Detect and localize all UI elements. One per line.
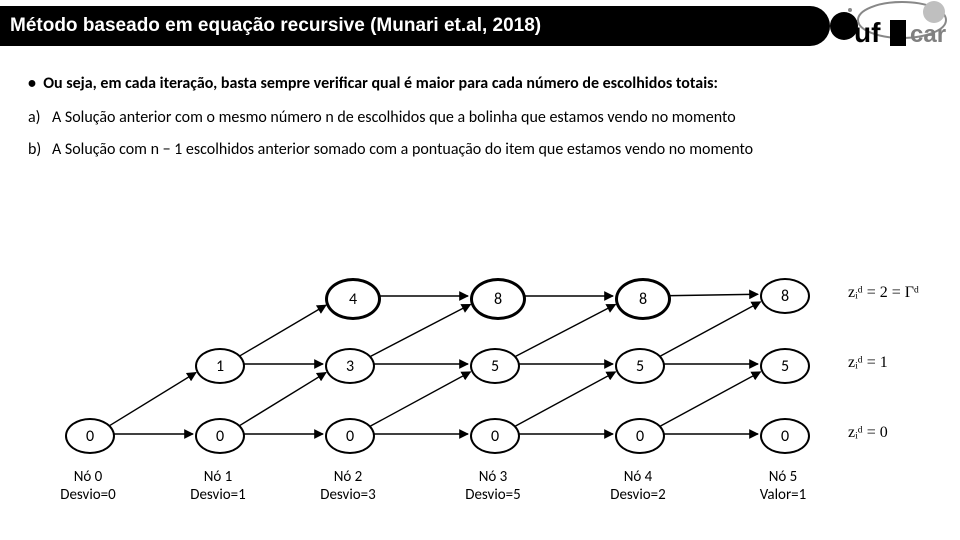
edge-3 (238, 373, 326, 427)
body-text: • Ou seja, em cada iteração, basta sempr… (0, 60, 960, 162)
edge-1 (108, 373, 196, 427)
node-r1-c4: 5 (615, 348, 665, 384)
node-r1-c5: 5 (760, 348, 810, 384)
ufscar-logo: uf car (832, 0, 952, 60)
node-r0-c2: 4 (325, 278, 381, 320)
col-label-3: Nó 3Desvio=5 (453, 468, 533, 504)
option-b: b)A Solução com n − 1 escolhidos anterio… (28, 138, 930, 162)
slide-title: Método baseado em equação recursive (Mun… (0, 6, 830, 46)
option-b-label: b) (28, 138, 52, 162)
row-label-2: zᵢᵈ = 0 (848, 424, 888, 442)
option-a: a)A Solução anterior com o mesmo número … (28, 106, 930, 130)
option-a-label: a) (28, 106, 52, 130)
node-r2-c3: 0 (470, 418, 520, 454)
node-r2-c4: 0 (615, 418, 665, 454)
row-label-0: zᵢᵈ = 2 = Γᵈ (848, 284, 919, 302)
row-label-1: zᵢᵈ = 1 (848, 354, 888, 372)
node-r0-c3: 8 (470, 278, 526, 320)
slide-header: Método baseado em equação recursive (Mun… (0, 0, 960, 60)
edge-19 (659, 302, 761, 357)
svg-text:uf: uf (854, 17, 881, 48)
svg-text:car: car (910, 21, 946, 48)
col-label-1: Nó 1Desvio=1 (178, 468, 258, 504)
col-label-4: Nó 4Desvio=2 (598, 468, 678, 504)
edge-5 (238, 305, 326, 357)
col-label-2: Nó 2Desvio=3 (308, 468, 388, 504)
option-a-text: A Solução anterior com o mesmo número n … (52, 108, 736, 127)
edge-9 (369, 304, 471, 357)
edge-7 (369, 372, 471, 427)
node-r2-c2: 0 (325, 418, 375, 454)
node-r1-c3: 5 (470, 348, 520, 384)
bullet-lead-text: Ou seja, em cada iteração, basta sempre … (43, 74, 718, 93)
col-label-5: Nó 5Valor=1 (743, 468, 823, 504)
option-b-text: A Solução com n − 1 escolhidos anterior … (52, 140, 753, 159)
node-r2-c5: 0 (760, 418, 810, 454)
col-label-0: Nó 0Desvio=0 (48, 468, 128, 504)
node-r2-c0: 0 (65, 418, 115, 454)
edge-20 (665, 294, 758, 295)
recursion-diagram: 4 8 8 8 zᵢᵈ = 2 = Γᵈ 1 3 5 5 5 zᵢᵈ = 1 0 0 0 0 0 0 zᵢᵈ = … (0, 260, 960, 540)
edge-17 (659, 372, 761, 427)
node-r2-c1: 0 (195, 418, 245, 454)
edge-12 (514, 372, 616, 427)
bullet-lead: • Ou seja, em cada iteração, basta sempr… (28, 72, 930, 96)
edge-14 (514, 304, 616, 357)
node-r1-c1: 1 (195, 348, 245, 384)
node-r0-c5: 8 (760, 278, 810, 314)
node-r1-c2: 3 (325, 348, 375, 384)
node-r0-c4: 8 (615, 278, 671, 320)
